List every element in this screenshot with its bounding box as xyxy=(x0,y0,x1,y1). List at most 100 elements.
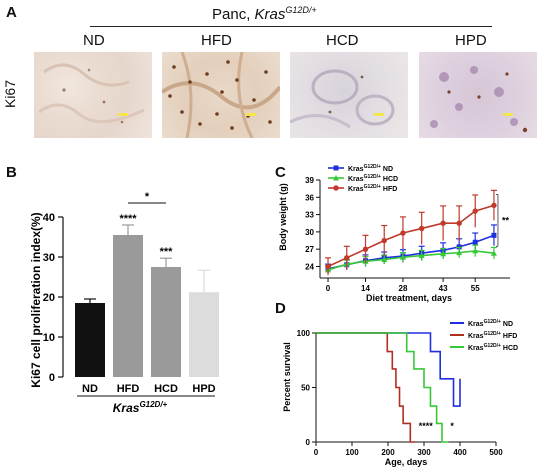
chart-b-x-tick-label: ND xyxy=(82,383,98,395)
chart-d-significance: * xyxy=(450,421,454,431)
chart-d-x-tick-label: 200 xyxy=(381,448,395,457)
chart-d-y-tick-label: 50 xyxy=(301,384,310,393)
scale-bar-nd xyxy=(118,113,128,116)
chart-b-y-tick-label: 0 xyxy=(49,372,55,384)
chart-c-point xyxy=(491,202,497,209)
chart-d-legend-label: KrasG12D/+ ND xyxy=(468,319,513,328)
chart-c-point xyxy=(381,237,387,244)
chart-c-point xyxy=(418,225,425,232)
chart-c-legend-marker xyxy=(333,185,339,191)
chart-b-xlabel-gene: Kras xyxy=(113,401,140,415)
chart-c-y-tick-label: 39 xyxy=(305,176,314,185)
col-label-hfd: HFD xyxy=(201,32,232,49)
panel-a-title: Panc, KrasG12D/+ xyxy=(212,5,317,23)
chart-c-x-tick-label: 43 xyxy=(439,284,448,293)
chart-d-legend-gene: Kras xyxy=(468,345,484,352)
panel-a-title-prefix: Panc, xyxy=(212,6,255,23)
chart-c-y-tick-label: 24 xyxy=(305,262,314,271)
chart-d-series-line xyxy=(316,332,449,443)
chart-c-legend-marker xyxy=(333,175,339,181)
chart-c-y-tick-label: 30 xyxy=(305,228,314,237)
scale-bar-hpd xyxy=(503,113,513,116)
histology-image-hpd xyxy=(419,52,537,138)
chart-b-bar xyxy=(189,292,219,377)
chart-c-legend-series: HCD xyxy=(381,176,398,183)
chart-c-legend-label: KrasG12D/+ HFD xyxy=(348,184,397,193)
chart-c-point xyxy=(491,232,497,238)
panel-a-title-gene: Kras xyxy=(254,6,286,23)
chart-d-legend-label: KrasG12D/+ HFD xyxy=(468,331,517,340)
chart-c-point xyxy=(381,256,388,263)
chart-c-legend-gene: Kras xyxy=(348,186,364,193)
chart-d-legend-series: HCD xyxy=(501,345,518,352)
chart-d-legend-gene: Kras xyxy=(468,333,484,340)
chart-c-legend-marker xyxy=(333,165,339,171)
chart-b-bar xyxy=(75,303,105,377)
chart-c-x-tick-label: 14 xyxy=(361,284,370,293)
chart-c-legend-series: ND xyxy=(381,166,393,173)
chart-c-point xyxy=(456,220,462,226)
chart-c-point xyxy=(440,250,447,257)
chart-d-y-tick-label: 0 xyxy=(306,438,311,447)
chart-c-legend-label: KrasG12D/+ HCD xyxy=(348,174,398,183)
chart-b-x-tick-label: HPD xyxy=(192,383,215,395)
chart-d-significance: **** xyxy=(419,421,434,431)
chart-d-legend-sup: G12D/+ xyxy=(484,331,501,337)
chart-c-point xyxy=(472,247,479,254)
chart-c-point xyxy=(418,252,425,259)
chart-c-xlabel: Diet treatment, days xyxy=(366,293,452,303)
chart-b: 0 10 20 30 40 ND HFD **** HCD *** HPD * Ki67 cell … xyxy=(29,191,219,415)
chart-b-y-tick-label: 10 xyxy=(43,332,55,344)
chart-b-x-tick-label: HFD xyxy=(117,383,140,395)
chart-d-legend-label: KrasG12D/+ HCD xyxy=(468,343,518,352)
chart-c-point xyxy=(399,254,406,260)
chart-b-y-tick-label: 30 xyxy=(43,252,55,264)
chart-d-y-tick-label: 100 xyxy=(297,329,311,338)
chart-c-legend-sup: G12D/+ xyxy=(364,164,381,170)
chart-b-significance: **** xyxy=(119,213,137,225)
chart-c-point xyxy=(400,230,406,236)
chart-b-xlabel: KrasG12D/+ xyxy=(113,400,168,415)
chart-c-point xyxy=(490,250,497,256)
panel-d-letter: D xyxy=(275,300,286,317)
chart-b-xlabel-sup: G12D/+ xyxy=(139,400,167,409)
histology-image-hfd xyxy=(162,52,280,138)
chart-c-legend-label: KrasG12D/+ ND xyxy=(348,164,393,173)
col-label-hcd: HCD xyxy=(326,32,359,49)
chart-d-ylabel: Percent survival xyxy=(282,342,292,412)
chart-b-ylabel: Ki67 cell proliferation index(%) xyxy=(29,212,43,387)
chart-c-point xyxy=(362,246,369,252)
chart-c-x-tick-label: 55 xyxy=(471,284,480,293)
chart-c-legend-sup: G12D/+ xyxy=(364,184,381,190)
row-label-ki67: Ki67 xyxy=(2,79,19,109)
chart-d-x-tick-label: 100 xyxy=(345,448,359,457)
scale-bar-hfd xyxy=(246,113,256,116)
chart-b-bar xyxy=(113,235,143,377)
chart-c-ylabel: Body weight (g) xyxy=(278,183,288,251)
chart-c-point xyxy=(325,263,331,270)
chart-b-y-tick-label: 40 xyxy=(43,212,55,224)
chart-d-x-tick-label: 0 xyxy=(314,448,319,457)
chart-d-legend-sup: G12D/+ xyxy=(484,319,501,325)
chart-c-y-tick-label: 33 xyxy=(305,211,314,220)
scale-bar-hcd xyxy=(374,113,384,116)
chart-d-x-tick-label: 300 xyxy=(417,448,431,457)
chart-c-legend-gene: Kras xyxy=(348,176,364,183)
chart-c-significance: ** xyxy=(502,215,510,225)
chart-c-point xyxy=(472,239,478,245)
chart-c-x-tick-label: 28 xyxy=(399,284,408,293)
chart-d-legend-series: ND xyxy=(501,321,513,328)
chart-d-legend-gene: Kras xyxy=(468,321,484,328)
panel-b-letter: B xyxy=(6,164,17,181)
chart-c-point xyxy=(440,220,446,226)
chart-c-point xyxy=(456,249,463,256)
chart-c-series-line xyxy=(327,204,495,268)
chart-c-point xyxy=(472,208,478,214)
histology-image-nd xyxy=(34,52,152,138)
chart-c-y-tick-label: 36 xyxy=(305,193,314,202)
chart-c-point xyxy=(344,255,350,261)
chart-b-bracket-label: * xyxy=(145,191,150,203)
chart-b-significance: *** xyxy=(160,246,174,258)
chart-d-series-line xyxy=(316,332,415,443)
chart-d-x-tick-label: 500 xyxy=(489,448,503,457)
